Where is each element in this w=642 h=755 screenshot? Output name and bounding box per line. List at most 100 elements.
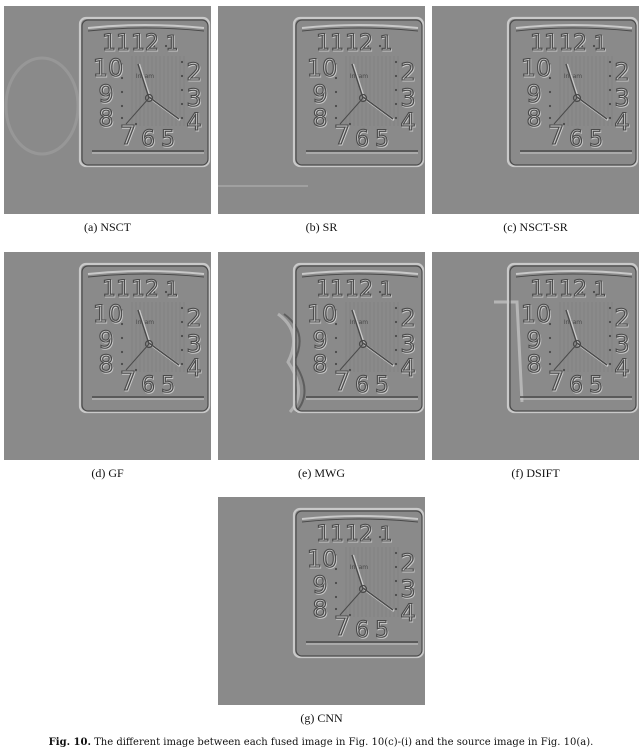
clock-numeral-highlight: 12 xyxy=(346,278,374,303)
dial-dot xyxy=(120,350,124,354)
dial-dot xyxy=(120,62,124,66)
clock-numeral-highlight: 7 xyxy=(121,368,138,398)
clock-numeral: 6 xyxy=(355,127,369,152)
clock-numeral-highlight: 5 xyxy=(590,374,604,399)
clock-numeral: 6 xyxy=(355,618,369,643)
dial-dot xyxy=(152,44,156,48)
subfigure-caption-c: (c) NSCT-SR xyxy=(503,220,568,234)
clock-numeral-highlight: 5 xyxy=(376,374,390,399)
clock-numeral: 4 xyxy=(400,108,415,136)
clock-numeral: 5 xyxy=(375,127,389,152)
clock-numeral: 8 xyxy=(98,104,113,132)
clock-bezel-top-shadow xyxy=(87,273,205,278)
clock-numeral: 9 xyxy=(312,571,327,599)
clock-numeral: 6 xyxy=(355,373,369,398)
subfigure-caption-g: (g) CNN xyxy=(300,711,343,725)
clock-numeral-highlight: 5 xyxy=(376,128,390,153)
dial-dot xyxy=(120,76,124,80)
clock-numeral: 1 xyxy=(594,31,607,55)
dial-dot xyxy=(366,44,370,48)
clock-numeral-highlight: 6 xyxy=(356,619,370,644)
dial-dot xyxy=(548,350,552,354)
clock-frame-shadow xyxy=(295,19,423,166)
clock-hand-hour xyxy=(137,309,150,345)
clock-brand-text: Insam xyxy=(564,73,582,80)
clock-bezel-top xyxy=(301,515,419,520)
clock-brand-text: Insam xyxy=(350,319,368,326)
dial-dot xyxy=(334,322,338,326)
clock-numeral: 5 xyxy=(161,127,175,152)
clock-numeral-highlight: 3 xyxy=(615,331,630,359)
dial-dot xyxy=(592,290,596,294)
dial-dot xyxy=(608,102,612,106)
clock-numeral: 10 xyxy=(307,54,338,82)
clock-numeral-highlight: 8 xyxy=(313,351,328,379)
clock-bezel-top xyxy=(515,270,633,275)
clock-numeral-highlight: 12 xyxy=(346,32,374,57)
clock-numeral-highlight: 8 xyxy=(99,105,114,133)
dial-dot xyxy=(394,579,398,583)
dial-dot xyxy=(608,362,612,366)
clock-numeral: 6 xyxy=(569,373,583,398)
clock-numeral: 2 xyxy=(400,58,415,86)
difference-image-cnn: 11 11 12 12 1 1 10 10 2 2 9 9 3 3 8 8 4 4 7 7 6 6 5 5 Insam xyxy=(218,497,425,705)
clock-numeral: 11 xyxy=(316,31,344,56)
clock-numeral-highlight: 5 xyxy=(376,619,390,644)
dial-dot xyxy=(394,88,398,92)
dial-dot xyxy=(164,290,168,294)
clock-numeral-highlight: 4 xyxy=(401,355,416,383)
clock-numeral-highlight: 6 xyxy=(142,128,156,153)
clock-center-cap xyxy=(358,584,368,594)
figure-caption: Fig. 10. The different image between eac… xyxy=(0,737,642,748)
clock-numeral: 12 xyxy=(345,277,373,302)
dial-dot xyxy=(608,306,612,310)
clock-numeral: 2 xyxy=(614,58,629,86)
clock-numeral: 7 xyxy=(120,121,137,151)
clock-numeral-highlight: 12 xyxy=(560,278,588,303)
dial-dot xyxy=(394,551,398,555)
clock-bezel-top xyxy=(301,24,419,29)
clock-numeral-highlight: 12 xyxy=(132,32,160,57)
clock-numeral-highlight: 3 xyxy=(401,331,416,359)
clock-numeral-highlight: 7 xyxy=(549,122,566,152)
difference-image-nsct: 11 11 12 12 1 1 10 10 2 2 9 9 3 3 8 8 4 4 7 7 6 6 5 5 Insam xyxy=(4,6,211,214)
subfigure-caption-f: (f) DSIFT xyxy=(511,466,560,480)
dial-dot xyxy=(334,581,338,585)
clock-center-cap xyxy=(358,339,368,349)
dial-dot xyxy=(394,116,398,120)
clock-bezel-top xyxy=(87,270,205,275)
clock-center-cap xyxy=(572,339,582,349)
clock-numeral-highlight: 9 xyxy=(527,327,542,355)
dial-dot xyxy=(120,308,124,312)
clock-numeral-highlight: 7 xyxy=(549,368,566,398)
clock-frame-outer xyxy=(292,16,425,168)
clock-numeral: 3 xyxy=(614,330,629,358)
clock-numeral: 3 xyxy=(400,330,415,358)
dial-dot xyxy=(180,362,184,366)
clock-hand-hour xyxy=(351,554,364,590)
dial-dot xyxy=(608,348,612,352)
clock-numeral: 12 xyxy=(559,31,587,56)
clock-numeral: 4 xyxy=(400,354,415,382)
clock-center-cap xyxy=(358,93,368,103)
clock-center-cap xyxy=(572,93,582,103)
clock-numeral: 8 xyxy=(312,104,327,132)
dial-dot xyxy=(180,60,184,64)
clock-hand-hour xyxy=(351,63,364,99)
dial-dot xyxy=(580,44,584,48)
subfigure-caption-e: (e) MWG xyxy=(298,466,345,480)
difference-image-sr: 11 11 12 12 1 1 10 10 2 2 9 9 3 3 8 8 4 4 7 7 6 6 5 5 Insam xyxy=(218,6,425,214)
residual-artifact xyxy=(494,300,524,403)
clock-bezel-top-shadow xyxy=(515,273,633,278)
dial-dot xyxy=(548,336,552,340)
clock-frame-shadow xyxy=(81,265,209,412)
dial-dot xyxy=(394,306,398,310)
difference-background xyxy=(4,6,211,214)
clock-numeral-highlight: 10 xyxy=(308,301,339,329)
clock-numeral-highlight: 6 xyxy=(356,128,370,153)
clock-numeral: 4 xyxy=(186,354,201,382)
dial-dot xyxy=(180,320,184,324)
clock-numeral-highlight: 8 xyxy=(313,596,328,624)
